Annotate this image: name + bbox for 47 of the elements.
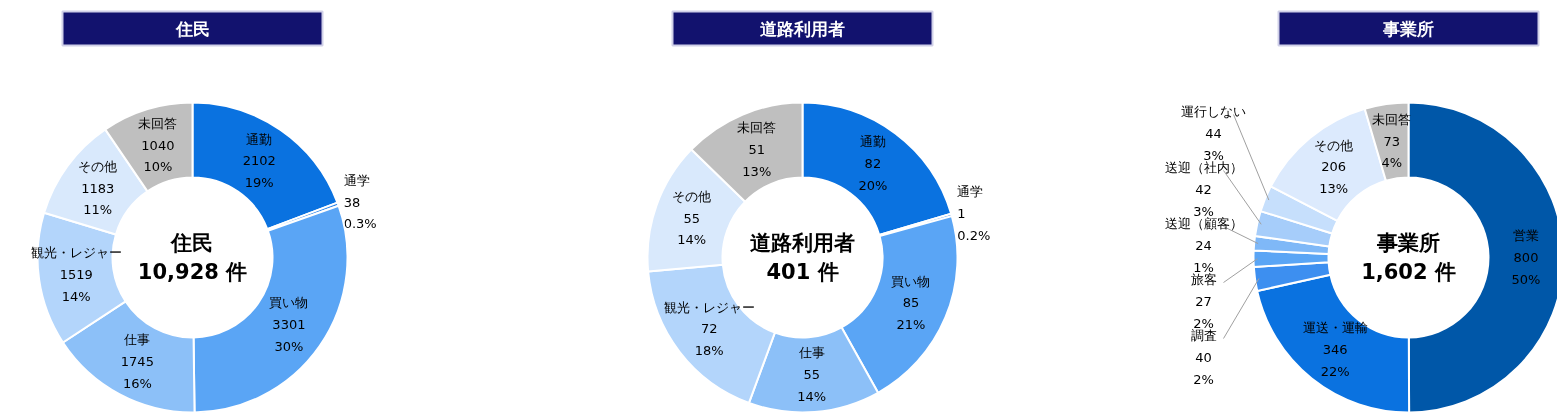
- slice-label: 調査: [1190, 328, 1217, 344]
- chart-title: 住民: [174, 18, 210, 39]
- slice-label: 運行しない: [1181, 104, 1246, 120]
- text: 住民 10,928 件: [137, 231, 248, 284]
- chart-title: 事業所: [1382, 18, 1434, 39]
- data-label: 1040 10%: [141, 137, 175, 175]
- slice-label: 旅客: [1190, 272, 1217, 288]
- slice-label: 通学: [957, 184, 984, 200]
- data-label: 1745 16%: [120, 353, 154, 391]
- data-label: 2102 19%: [242, 153, 276, 191]
- data-label: 3301 30%: [272, 317, 306, 354]
- data-label: 72 18%: [694, 321, 724, 359]
- slice-label: その他: [672, 188, 712, 204]
- slice-label: 営業: [1513, 228, 1539, 244]
- slice-label: 通勤: [859, 134, 886, 150]
- data-label: 55 14%: [677, 210, 707, 248]
- slice-label: 運送・運輸: [1302, 320, 1368, 336]
- text: 事業所 1,602 件: [1361, 231, 1456, 284]
- data-label: 85 21%: [896, 295, 926, 333]
- data-label: 51 13%: [742, 141, 772, 179]
- text: 道路利用者 401 件: [750, 231, 855, 284]
- slice-label: 未回答: [737, 120, 777, 135]
- slice-label: その他: [78, 158, 118, 174]
- slice-label: 買い物: [891, 273, 931, 289]
- data-label: 1519 14%: [59, 266, 93, 304]
- slice-label: 観光・レジャー: [30, 245, 122, 261]
- slice-label: 仕事: [797, 345, 825, 361]
- slice-label: 仕事: [123, 332, 151, 348]
- data-label: 1183 11%: [81, 180, 115, 218]
- data-label: 55 14%: [797, 367, 827, 404]
- data-label: 38 0.3%: [343, 194, 377, 232]
- slice-label: 未回答: [138, 115, 178, 131]
- data-label: 40 2%: [1193, 350, 1214, 387]
- slice-label: 買い物: [269, 295, 309, 311]
- slice-label: 通学: [343, 172, 370, 188]
- slice-label: その他: [1314, 137, 1354, 153]
- data-label: 800 50%: [1511, 249, 1541, 287]
- slice-label: 送迎（顧客）: [1164, 216, 1243, 232]
- data-label: 82 20%: [858, 155, 888, 193]
- data-label: 346 22%: [1320, 341, 1350, 379]
- data-label: 73 4%: [1381, 133, 1403, 171]
- slice-label: 通勤: [246, 131, 273, 147]
- slice-label: 送迎（社内）: [1164, 160, 1243, 176]
- chart-title: 道路利用者: [760, 18, 845, 39]
- data-label: 206 13%: [1319, 159, 1349, 197]
- data-label: 1 0.2%: [957, 205, 991, 243]
- slice-label: 観光・レジャー: [663, 299, 755, 315]
